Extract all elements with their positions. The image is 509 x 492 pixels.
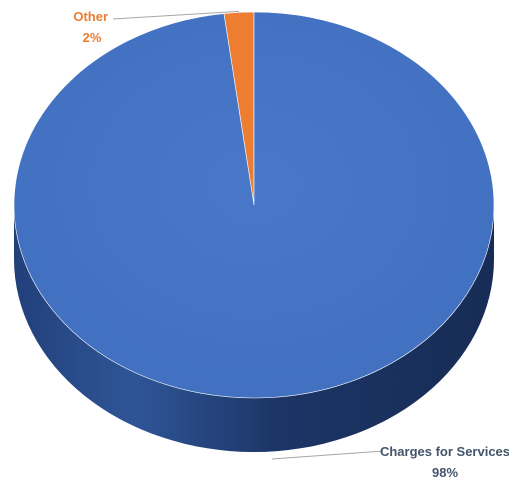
pie-side-wall	[14, 205, 494, 452]
slice-label-other: Other	[73, 9, 108, 24]
leader-line-charges-for-services	[271, 450, 384, 460]
slice-label-charges-for-services: Charges for Services	[380, 444, 509, 459]
leader-line-other	[112, 10, 239, 20]
pie-side-layer	[14, 205, 494, 452]
pie-slice-charges-for-services	[13, 11, 495, 399]
slice-percent-other: 2%	[83, 30, 102, 45]
pie-top-layer	[13, 11, 495, 399]
slice-percent-charges-for-services: 98%	[432, 465, 458, 480]
pie-label-layer: Other 2% Charges for Services 98%	[73, 9, 509, 480]
